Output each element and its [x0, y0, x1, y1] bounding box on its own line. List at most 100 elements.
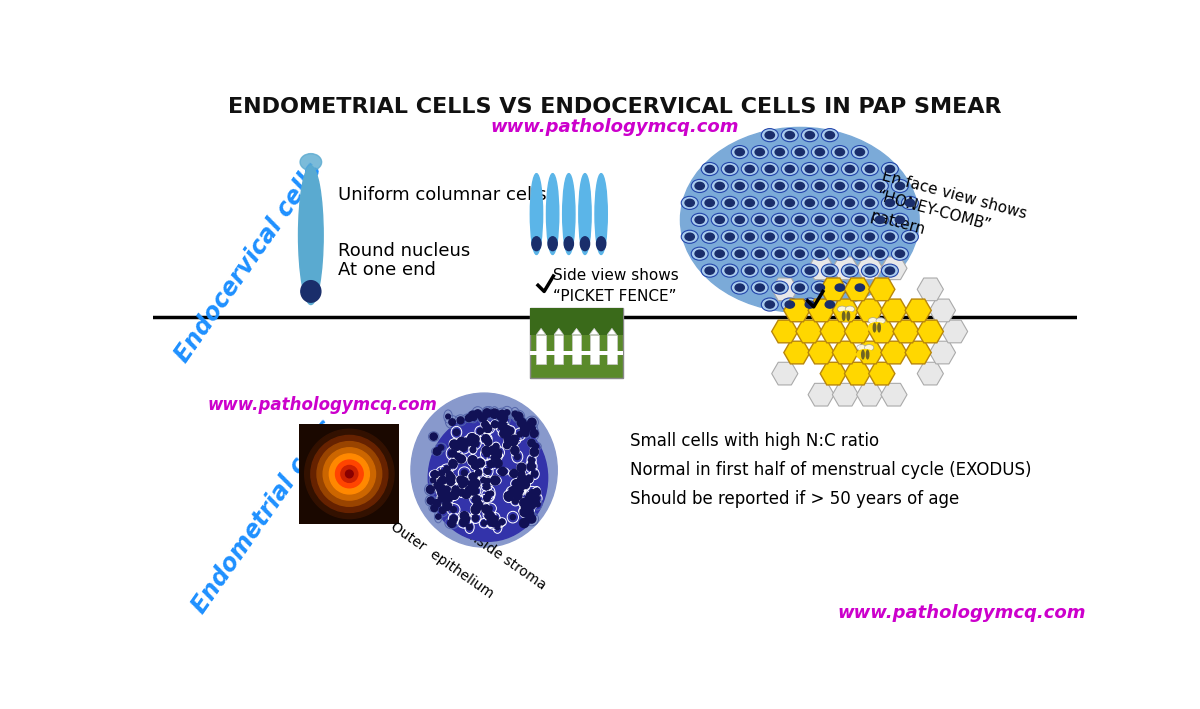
Ellipse shape — [715, 250, 725, 257]
Ellipse shape — [751, 281, 768, 294]
Circle shape — [460, 443, 467, 451]
Circle shape — [499, 519, 505, 525]
Ellipse shape — [875, 182, 884, 189]
Circle shape — [431, 478, 436, 483]
Circle shape — [500, 429, 509, 438]
Ellipse shape — [905, 199, 914, 206]
Ellipse shape — [731, 247, 749, 260]
Ellipse shape — [742, 162, 758, 176]
Ellipse shape — [736, 284, 744, 291]
Circle shape — [468, 434, 476, 442]
Circle shape — [524, 495, 534, 503]
Ellipse shape — [745, 199, 755, 206]
Ellipse shape — [548, 237, 557, 250]
Circle shape — [510, 469, 518, 478]
Ellipse shape — [862, 230, 878, 243]
Polygon shape — [772, 362, 798, 385]
Ellipse shape — [877, 323, 881, 333]
Circle shape — [526, 507, 533, 513]
Polygon shape — [833, 299, 858, 322]
Bar — [536, 335, 546, 364]
Ellipse shape — [725, 165, 734, 172]
Circle shape — [482, 409, 491, 418]
Polygon shape — [881, 384, 907, 406]
Ellipse shape — [838, 306, 847, 312]
Ellipse shape — [821, 264, 839, 277]
Ellipse shape — [785, 301, 794, 308]
Ellipse shape — [865, 199, 875, 206]
Circle shape — [449, 459, 457, 468]
Circle shape — [476, 459, 485, 467]
Ellipse shape — [882, 196, 899, 209]
Circle shape — [491, 476, 499, 485]
Circle shape — [485, 468, 491, 474]
Circle shape — [438, 470, 445, 476]
Circle shape — [438, 490, 445, 497]
Ellipse shape — [805, 199, 815, 206]
Ellipse shape — [835, 284, 845, 291]
Bar — [554, 335, 564, 364]
Ellipse shape — [766, 233, 774, 240]
Circle shape — [436, 514, 440, 519]
Ellipse shape — [796, 250, 804, 257]
Ellipse shape — [725, 233, 734, 240]
Ellipse shape — [802, 230, 818, 243]
Ellipse shape — [835, 216, 845, 223]
Ellipse shape — [826, 301, 834, 308]
Ellipse shape — [791, 179, 809, 193]
Polygon shape — [881, 257, 907, 279]
Polygon shape — [857, 299, 883, 322]
Ellipse shape — [701, 230, 718, 243]
Circle shape — [486, 410, 492, 415]
Circle shape — [498, 411, 505, 418]
Circle shape — [450, 440, 458, 449]
Ellipse shape — [299, 166, 323, 305]
Circle shape — [517, 474, 527, 484]
Ellipse shape — [835, 148, 845, 156]
Ellipse shape — [721, 230, 738, 243]
Circle shape — [473, 496, 480, 503]
Circle shape — [484, 495, 491, 501]
Ellipse shape — [761, 162, 779, 176]
Circle shape — [446, 471, 454, 479]
Polygon shape — [905, 299, 931, 322]
Circle shape — [433, 499, 440, 507]
Circle shape — [512, 497, 518, 504]
Ellipse shape — [791, 281, 809, 294]
Circle shape — [527, 462, 535, 470]
Circle shape — [499, 425, 506, 431]
Ellipse shape — [802, 264, 818, 277]
Polygon shape — [784, 299, 810, 322]
Ellipse shape — [781, 298, 798, 311]
Ellipse shape — [755, 148, 764, 156]
Polygon shape — [929, 299, 955, 322]
Polygon shape — [607, 328, 617, 335]
Ellipse shape — [796, 284, 804, 291]
Circle shape — [504, 491, 514, 501]
Ellipse shape — [882, 264, 899, 277]
Circle shape — [486, 427, 492, 432]
Ellipse shape — [715, 182, 725, 189]
Circle shape — [454, 429, 460, 435]
Ellipse shape — [856, 216, 864, 223]
Circle shape — [439, 476, 446, 484]
Polygon shape — [857, 257, 883, 279]
Ellipse shape — [731, 145, 749, 159]
Ellipse shape — [682, 196, 698, 209]
Ellipse shape — [742, 196, 758, 209]
Circle shape — [490, 447, 497, 455]
Ellipse shape — [706, 267, 714, 274]
Polygon shape — [905, 341, 931, 364]
Ellipse shape — [862, 264, 878, 277]
Ellipse shape — [802, 128, 818, 142]
Ellipse shape — [841, 311, 846, 321]
Circle shape — [511, 447, 520, 454]
Circle shape — [329, 454, 370, 494]
Circle shape — [522, 430, 529, 437]
Ellipse shape — [892, 247, 908, 260]
Ellipse shape — [731, 213, 749, 226]
Ellipse shape — [835, 250, 845, 257]
Circle shape — [488, 491, 493, 496]
Polygon shape — [784, 341, 810, 364]
Circle shape — [458, 489, 466, 496]
